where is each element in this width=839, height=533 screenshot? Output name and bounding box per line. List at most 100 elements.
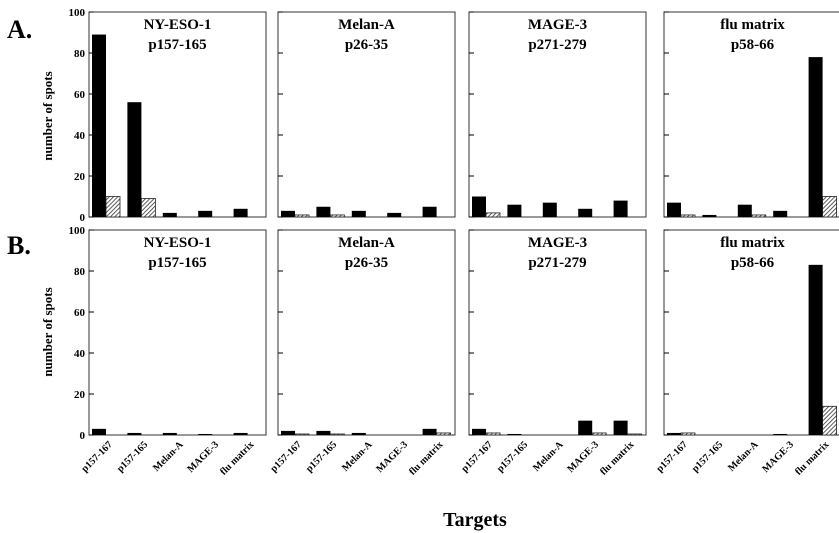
bar-solid-b-3-1 (507, 433, 522, 435)
panel-frame-a-2 (277, 11, 456, 218)
bar-solid-b-2-4 (422, 428, 437, 435)
bar-hatched-b-4-0 (680, 432, 696, 436)
panel-title-a-3-line-2: p271-279 (528, 37, 586, 53)
bar-solid-b-4-3 (773, 433, 788, 435)
panel-title-b-2-line-1: Melan-A (338, 235, 395, 251)
y-tick-label-b-1-100: 100 (69, 225, 86, 237)
bar-solid-a-2-1 (316, 206, 331, 217)
bar-hatched-a-2-0 (294, 214, 310, 218)
bar-solid-a-4-2 (737, 204, 752, 217)
x-tick-label-b-1-0: p157-167 (80, 439, 115, 474)
y-tick-label-a-1-80: 80 (74, 48, 86, 60)
y-tick-label-a-1-0: 0 (80, 212, 86, 224)
x-tick-label-b-2-1: p157-165 (304, 439, 339, 474)
bar-solid-b-1-1 (127, 432, 142, 435)
panel-title-b-4-line-2: p58-66 (731, 255, 775, 271)
bar-solid-a-4-1 (702, 214, 717, 217)
bar-hatched-a-1-0 (105, 196, 121, 218)
bar-solid-a-1-1 (127, 102, 142, 217)
x-tick-label-b-2-0: p157-167 (269, 439, 304, 474)
panel-title-a-3-line-1: MAGE-3 (528, 17, 587, 33)
bar-solid-b-2-2 (351, 432, 366, 435)
bar-hatched-a-4-2 (751, 214, 767, 218)
bar-solid-a-2-4 (422, 206, 437, 217)
bar-hatched-b-3-3 (591, 432, 607, 436)
y-tick-label-a-1-40: 40 (74, 130, 86, 142)
bar-solid-b-1-4 (233, 432, 248, 435)
bar-hatched-b-4-4 (822, 405, 837, 436)
y-tick-label-b-1-40: 40 (74, 348, 86, 360)
panel-title-a-4-line-2: p58-66 (731, 37, 775, 53)
bar-hatched-a-1-1 (140, 198, 156, 218)
panel-title-a-2-line-2: p26-35 (345, 37, 388, 53)
x-tick-label-b-2-3: MAGE-3 (374, 439, 410, 475)
y-tick-label-a-1-20: 20 (74, 171, 86, 183)
bar-solid-a-1-0 (92, 34, 106, 217)
panel-frame-a-3 (468, 11, 647, 218)
row-label-a: A. (7, 15, 32, 44)
bar-solid-b-4-0 (667, 432, 681, 435)
bar-solid-b-3-0 (472, 428, 486, 435)
panel-frame-b-4 (663, 229, 839, 436)
x-tick-label-b-3-0: p157-167 (460, 439, 495, 474)
x-tick-label-b-2-4: flu matrix (407, 439, 445, 477)
x-tick-label-b-1-2: Melan-A (151, 439, 186, 474)
bar-solid-b-3-4 (613, 420, 628, 435)
x-tick-label-b-4-0: p157-167 (655, 439, 690, 474)
panel-title-a-1-line-2: p157-165 (148, 37, 206, 53)
bar-hatched-a-2-1 (329, 214, 345, 218)
bar-solid-a-1-4 (233, 208, 248, 217)
x-tick-label-b-1-1: p157-165 (115, 439, 150, 474)
bar-hatched-b-2-0 (294, 433, 310, 436)
panel-title-a-1-line-1: NY-ESO-1 (144, 17, 212, 33)
panel-title-b-3-line-2: p271-279 (528, 255, 586, 271)
bar-solid-b-4-4 (808, 264, 823, 435)
panel-title-a-4-line-1: flu matrix (720, 17, 785, 33)
panel-title-b-3-line-1: MAGE-3 (528, 235, 587, 251)
y-tick-label-a-1-60: 60 (74, 89, 86, 101)
bar-solid-b-2-0 (281, 430, 295, 435)
y-tick-label-b-1-80: 80 (74, 266, 86, 278)
bar-solid-b-1-2 (162, 432, 177, 435)
bar-hatched-a-3-0 (485, 212, 501, 218)
bar-solid-b-2-1 (316, 430, 331, 435)
panel-title-b-2-line-2: p26-35 (345, 255, 388, 271)
x-tick-label-b-3-1: p157-165 (495, 439, 530, 474)
bar-hatched-a-4-4 (822, 196, 837, 218)
panel-title-b-4-line-1: flu matrix (720, 235, 785, 251)
panel-frame-b-1 (88, 229, 267, 436)
bar-hatched-b-3-0 (485, 432, 501, 436)
row-label-b: B. (7, 231, 31, 260)
bar-solid-a-4-0 (667, 202, 681, 217)
x-axis-label: Targets (443, 509, 507, 531)
x-tick-label-b-4-3: MAGE-3 (760, 439, 796, 475)
panels-group: 020406080100NY-ESO-1p157-165Melan-Ap26-3… (69, 7, 839, 478)
panel-frame-b-3 (468, 229, 647, 436)
x-tick-label-b-1-3: MAGE-3 (185, 439, 221, 475)
bar-solid-a-1-3 (198, 210, 213, 217)
x-tick-label-b-4-1: p157-165 (690, 439, 725, 474)
bar-solid-b-3-3 (578, 420, 593, 435)
x-tick-label-b-3-3: MAGE-3 (565, 439, 601, 475)
bar-solid-b-1-3 (198, 433, 213, 435)
bar-solid-a-2-0 (281, 210, 295, 217)
x-tick-label-b-3-2: Melan-A (531, 439, 566, 474)
bar-solid-a-4-3 (773, 210, 788, 217)
panel-title-b-1-line-2: p157-165 (148, 255, 206, 271)
panel-title-b-1-line-1: NY-ESO-1 (144, 235, 212, 251)
bar-hatched-b-2-4 (436, 432, 452, 436)
bar-solid-a-1-2 (162, 212, 177, 217)
bar-solid-b-1-0 (92, 428, 106, 435)
y-tick-label-b-1-20: 20 (74, 389, 86, 401)
bar-solid-a-2-2 (351, 210, 366, 217)
y-tick-label-b-1-60: 60 (74, 307, 86, 319)
bar-solid-a-3-4 (613, 200, 628, 217)
x-tick-label-b-4-4: flu matrix (793, 439, 831, 477)
bar-solid-a-4-4 (808, 57, 823, 217)
bar-solid-a-3-1 (507, 204, 522, 217)
x-tick-label-b-1-4: flu matrix (218, 439, 256, 477)
panel-title-a-2-line-1: Melan-A (338, 17, 395, 33)
bar-solid-a-3-2 (542, 202, 557, 217)
x-tick-label-b-4-2: Melan-A (726, 439, 761, 474)
